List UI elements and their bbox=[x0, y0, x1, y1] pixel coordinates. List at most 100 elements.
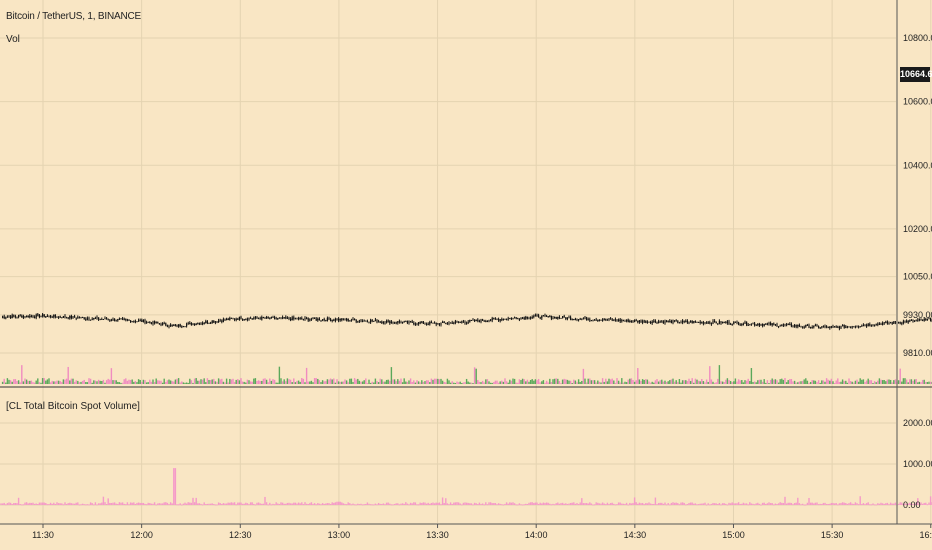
volume-bar bbox=[864, 381, 866, 384]
indicator-bar bbox=[643, 504, 645, 506]
volume-bar bbox=[294, 382, 297, 384]
indicator-tick-label: 0.00 bbox=[903, 500, 921, 510]
indicator-bar bbox=[673, 502, 676, 505]
price-candle-body bbox=[912, 319, 914, 322]
volume-bar bbox=[165, 381, 167, 384]
volume-bar bbox=[461, 382, 463, 384]
price-candle-body bbox=[210, 322, 212, 324]
indicator-bar bbox=[96, 504, 98, 506]
volume-bar bbox=[769, 379, 772, 384]
volume-bar bbox=[24, 378, 26, 384]
volume-bar bbox=[432, 379, 434, 384]
volume-bar bbox=[718, 365, 721, 384]
price-candle-body bbox=[429, 322, 431, 325]
volume-bar bbox=[875, 382, 877, 384]
indicator-bar bbox=[30, 502, 33, 505]
volume-bar bbox=[606, 381, 609, 384]
volume-bar bbox=[625, 382, 628, 384]
price-tick-label: 9930.00 bbox=[903, 310, 932, 320]
indicator-bar bbox=[152, 503, 154, 505]
volume-bar bbox=[605, 378, 607, 384]
price-candle-body bbox=[445, 322, 447, 324]
price-candle-body bbox=[818, 325, 820, 328]
price-candle-body bbox=[208, 322, 210, 324]
indicator-bar bbox=[694, 503, 697, 505]
volume-bar bbox=[768, 382, 770, 384]
volume-bar bbox=[621, 378, 623, 384]
volume-bar bbox=[371, 381, 373, 384]
indicator-bar bbox=[926, 504, 929, 506]
indicator-bar bbox=[744, 503, 746, 505]
indicator-bar bbox=[192, 497, 194, 505]
indicator-label[interactable]: [CL Total Bitcoin Spot Volume] bbox=[6, 401, 140, 412]
indicator-bar bbox=[465, 502, 468, 505]
volume-bar bbox=[787, 380, 789, 384]
volume-bar bbox=[61, 382, 63, 384]
indicator-bar bbox=[904, 503, 906, 505]
indicator-bar bbox=[598, 503, 601, 505]
indicator-bar bbox=[881, 503, 884, 505]
indicator-bar bbox=[179, 503, 181, 505]
indicator-bar bbox=[72, 503, 74, 505]
indicator-bar bbox=[509, 502, 511, 505]
volume-bar bbox=[797, 382, 799, 384]
indicator-bar bbox=[349, 503, 351, 505]
volume-bar bbox=[710, 379, 713, 384]
chart-title[interactable]: Bitcoin / TetherUS, 1, BINANCE bbox=[6, 11, 141, 22]
indicator-bar bbox=[750, 503, 753, 505]
price-candle-body bbox=[752, 323, 754, 325]
volume-bar bbox=[481, 380, 484, 384]
volume-bar bbox=[801, 380, 804, 384]
volume-bar bbox=[627, 379, 629, 384]
indicator-bar bbox=[75, 502, 77, 505]
volume-bar bbox=[136, 382, 138, 384]
volume-bar bbox=[656, 379, 658, 384]
volume-bar bbox=[81, 380, 84, 384]
volume-bar bbox=[219, 379, 221, 384]
price-candle-body bbox=[885, 321, 887, 323]
price-candle-body bbox=[362, 320, 364, 322]
volume-bar bbox=[830, 378, 833, 384]
volume-bar bbox=[173, 381, 175, 384]
volume-bar bbox=[641, 379, 644, 384]
indicator-bar bbox=[67, 503, 69, 505]
volume-bar bbox=[838, 381, 841, 384]
indicator-bar bbox=[873, 504, 876, 506]
volume-bar bbox=[344, 379, 346, 384]
indicator-bar bbox=[176, 504, 178, 506]
price-candle-body bbox=[485, 320, 487, 322]
indicator-bar bbox=[587, 503, 589, 505]
volume-bar bbox=[592, 380, 594, 384]
price-candle-body bbox=[891, 322, 893, 324]
indicator-bar bbox=[901, 502, 903, 505]
volume-label[interactable]: Vol bbox=[6, 34, 20, 45]
volume-bar bbox=[845, 380, 847, 384]
indicator-bar bbox=[205, 504, 207, 506]
indicator-bar bbox=[769, 503, 772, 505]
price-candle-body bbox=[539, 317, 541, 319]
indicator-bar bbox=[406, 503, 409, 505]
indicator-bar bbox=[352, 503, 354, 505]
volume-bar bbox=[533, 380, 535, 384]
price-tick-label: 9810.00 bbox=[903, 348, 932, 358]
indicator-bar bbox=[697, 504, 700, 506]
indicator-bar bbox=[133, 502, 135, 505]
indicator-bar bbox=[1, 503, 4, 505]
volume-bar bbox=[329, 378, 332, 384]
price-candle-body bbox=[427, 323, 429, 325]
volume-bar bbox=[617, 380, 620, 384]
price-candle-body bbox=[635, 320, 637, 322]
volume-bar bbox=[880, 379, 882, 384]
price-candle-body bbox=[507, 318, 509, 320]
volume-bar bbox=[515, 382, 517, 384]
price-candle-body bbox=[478, 320, 480, 322]
price-candle-body bbox=[627, 319, 629, 323]
volume-bar bbox=[376, 381, 378, 384]
price-candle-body bbox=[822, 326, 824, 328]
volume-bar bbox=[889, 379, 892, 384]
volume-bar bbox=[827, 379, 829, 384]
indicator-bar bbox=[341, 502, 343, 505]
indicator-bar bbox=[456, 502, 458, 505]
